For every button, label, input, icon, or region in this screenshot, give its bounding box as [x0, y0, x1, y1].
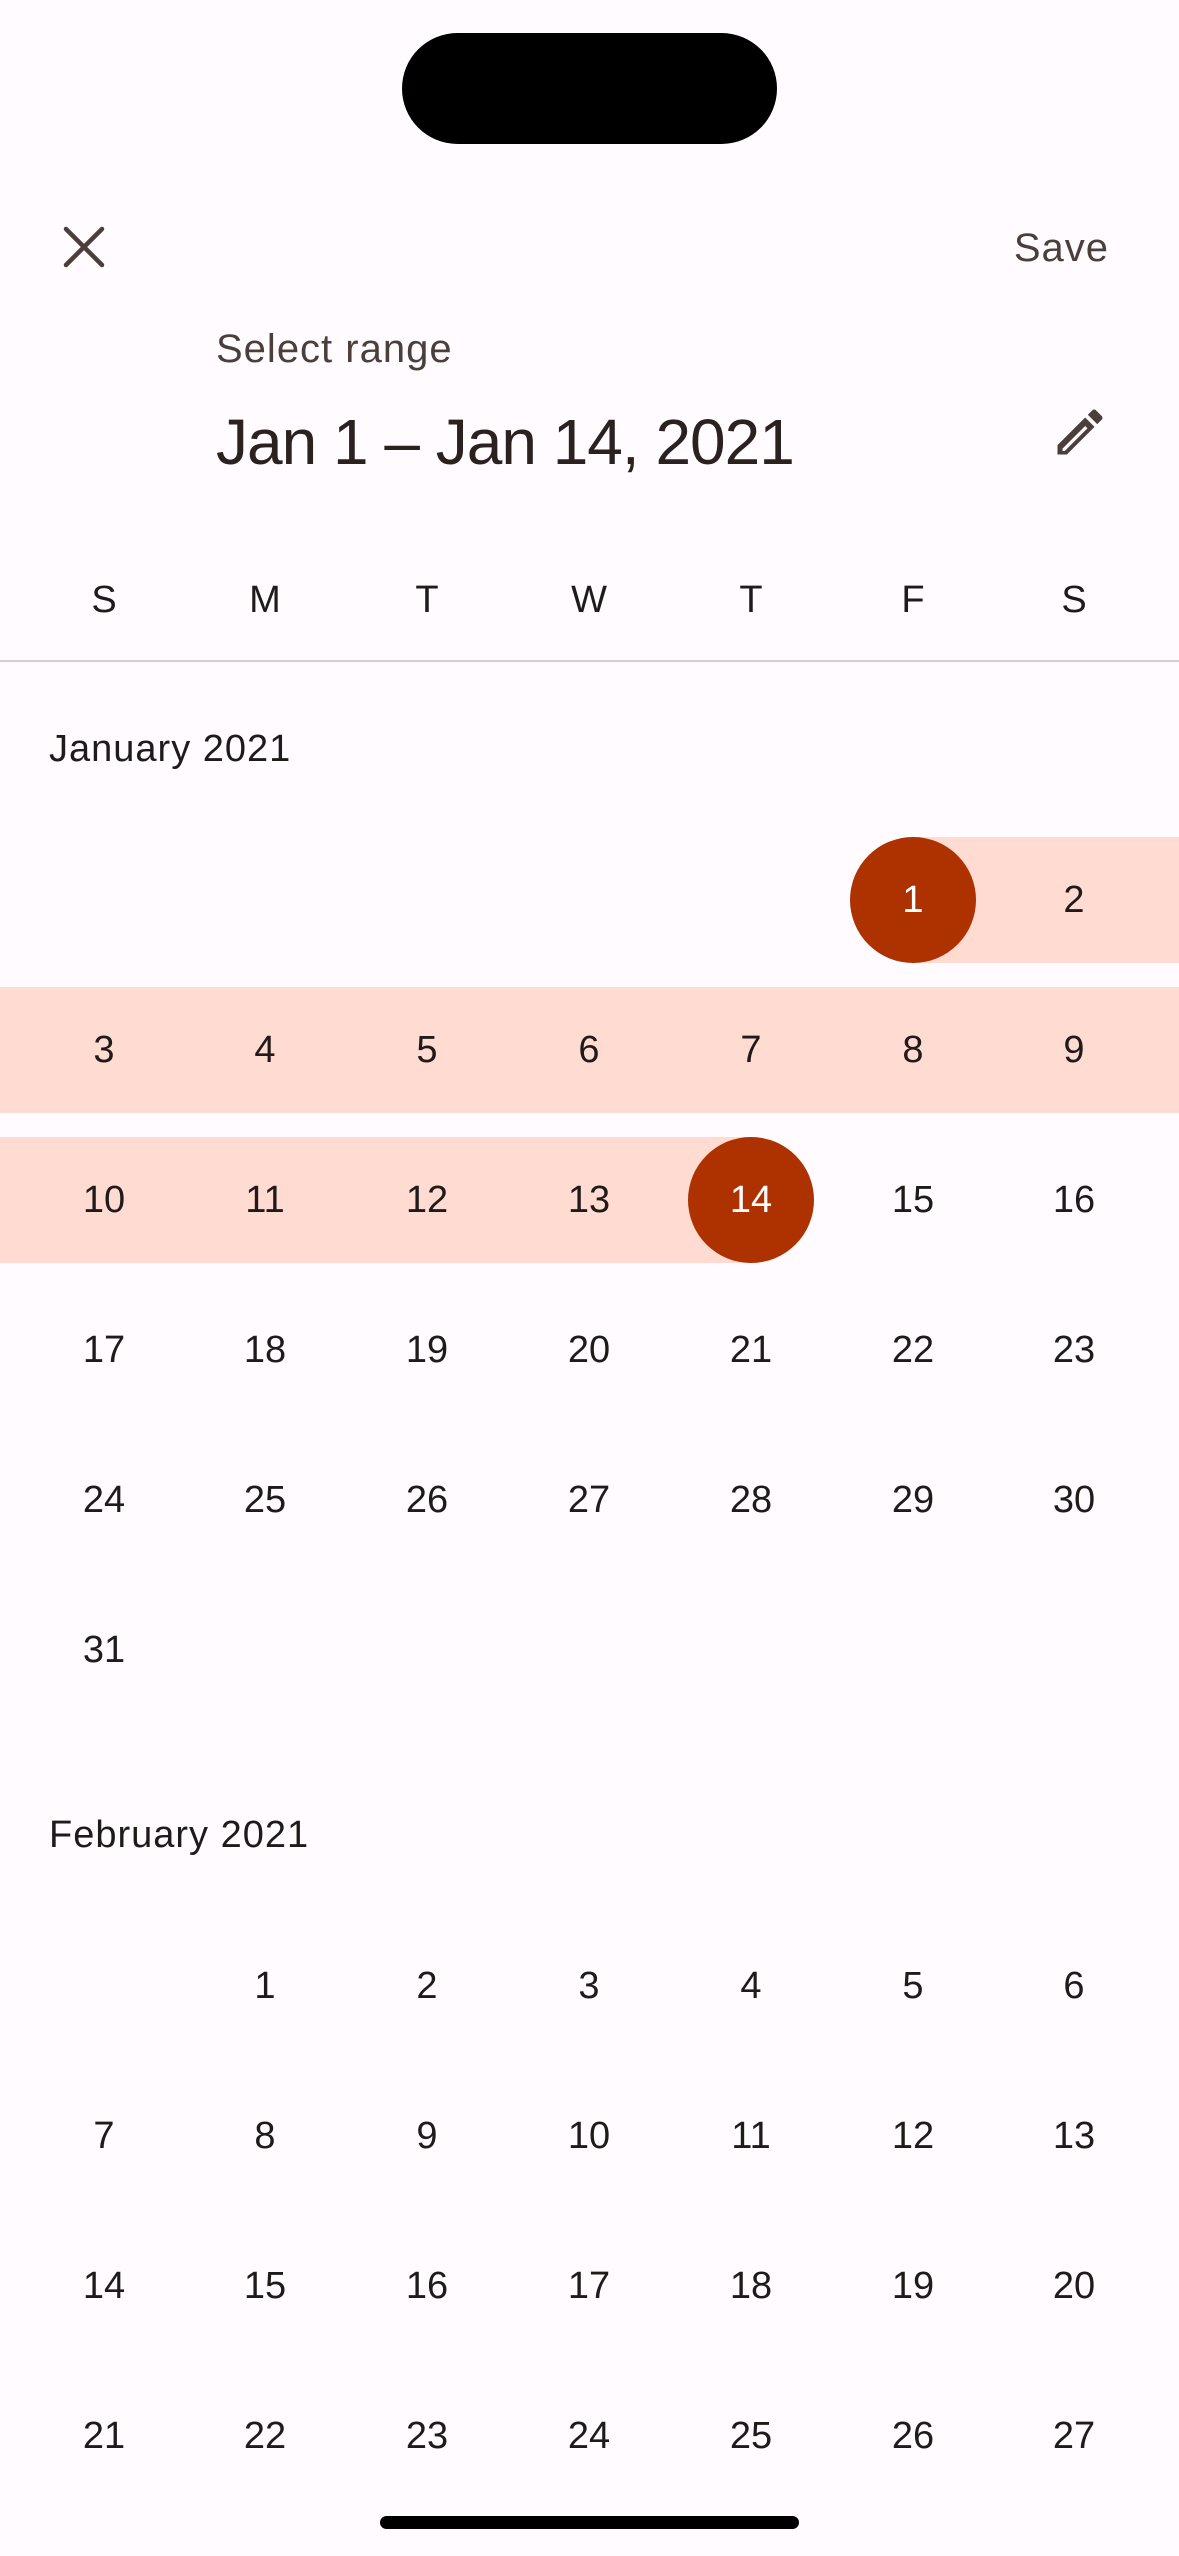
calendar-day[interactable]: 21 — [729, 1329, 773, 1371]
dynamic-island — [402, 33, 777, 144]
calendar-day[interactable]: 8 — [254, 2115, 276, 2157]
calendar-day[interactable]: 30 — [1052, 1479, 1096, 1521]
range-highlight — [0, 1137, 751, 1263]
weekday-saturday: S — [1061, 579, 1087, 621]
calendar-day[interactable]: 28 — [729, 1479, 773, 1521]
calendar-day[interactable]: 4 — [254, 1029, 276, 1071]
calendar-day[interactable]: 4 — [740, 1965, 762, 2007]
range-highlight — [0, 987, 1179, 1113]
calendar-day[interactable]: 22 — [243, 2415, 287, 2457]
calendar-day[interactable]: 8 — [902, 1029, 924, 1071]
calendar-day[interactable]: 21 — [82, 2415, 126, 2457]
calendar-day[interactable]: 11 — [245, 1179, 285, 1221]
calendar-day[interactable]: 9 — [416, 2115, 438, 2157]
calendar-day[interactable]: 18 — [243, 1329, 287, 1371]
calendar-day[interactable]: 26 — [405, 1479, 449, 1521]
calendar-day[interactable]: 10 — [82, 1179, 126, 1221]
calendar-day[interactable]: 5 — [416, 1029, 438, 1071]
calendar-day[interactable]: 17 — [567, 2265, 611, 2307]
header-divider — [0, 660, 1179, 662]
range-end-marker — [688, 1137, 814, 1263]
calendar-day[interactable]: 23 — [405, 2415, 449, 2457]
calendar-day[interactable]: 17 — [82, 1329, 126, 1371]
calendar-day[interactable]: 25 — [243, 1479, 287, 1521]
select-range-label: Select range — [216, 327, 453, 371]
calendar-day[interactable]: 20 — [1052, 2265, 1096, 2307]
calendar-day[interactable]: 6 — [578, 1029, 600, 1071]
calendar-day[interactable]: 10 — [567, 2115, 611, 2157]
calendar-day[interactable]: 24 — [82, 1479, 126, 1521]
calendar-day[interactable]: 15 — [891, 1179, 935, 1221]
calendar-day[interactable]: 11 — [731, 2115, 771, 2157]
calendar-day[interactable]: 15 — [243, 2265, 287, 2307]
month-label: February 2021 — [49, 1814, 310, 1856]
dialog-header: Save Select range Jan 1 – Jan 14, 2021 — [0, 0, 1179, 662]
calendar-day[interactable]: 5 — [902, 1965, 924, 2007]
weekday-thursday: T — [739, 579, 763, 621]
calendar-day[interactable]: 27 — [567, 1479, 611, 1521]
weekday-monday: M — [249, 579, 281, 621]
weekday-tuesday: T — [415, 579, 439, 621]
calendar-day[interactable]: 22 — [891, 1329, 935, 1371]
calendar-day[interactable]: 1 — [254, 1965, 276, 2007]
pencil-icon — [1057, 409, 1103, 455]
weekday-wednesday: W — [571, 579, 607, 621]
calendar-day[interactable]: 13 — [1052, 2115, 1096, 2157]
range-start-marker — [850, 837, 976, 963]
calendar-day[interactable]: 13 — [567, 1179, 611, 1221]
calendar-day[interactable]: 25 — [729, 2415, 773, 2457]
selected-range-title: Jan 1 – Jan 14, 2021 — [216, 406, 795, 478]
calendar-day[interactable]: 3 — [93, 1029, 115, 1071]
calendar-day[interactable]: 7 — [93, 2115, 115, 2157]
calendar-day[interactable]: 31 — [82, 1629, 126, 1671]
calendar-day[interactable]: 14 — [729, 1179, 773, 1221]
edit-button[interactable] — [1040, 392, 1120, 472]
month-label: January 2021 — [49, 728, 292, 770]
calendar-day[interactable]: 19 — [891, 2265, 935, 2307]
calendar-day[interactable]: 29 — [891, 1479, 935, 1521]
calendar-day[interactable]: 26 — [891, 2415, 935, 2457]
calendar-day[interactable]: 12 — [405, 1179, 449, 1221]
calendar-day[interactable]: 12 — [891, 2115, 935, 2157]
close-icon — [63, 226, 105, 268]
calendar-day[interactable]: 3 — [578, 1965, 600, 2007]
calendar-day[interactable]: 18 — [729, 2265, 773, 2307]
calendar-day[interactable]: 9 — [1063, 1029, 1085, 1071]
calendar-day[interactable]: 14 — [82, 2265, 126, 2307]
calendar-day[interactable]: 24 — [567, 2415, 611, 2457]
calendar-day[interactable]: 16 — [1052, 1179, 1096, 1221]
weekday-header-row: S M T W T F S — [0, 570, 1179, 630]
home-indicator — [380, 2516, 799, 2529]
weekday-sunday: S — [91, 579, 117, 621]
calendar-day[interactable]: 16 — [405, 2265, 449, 2307]
calendar-day[interactable]: 2 — [416, 1965, 438, 2007]
save-button[interactable]: Save — [1013, 226, 1109, 270]
weekday-friday: F — [901, 579, 925, 621]
close-button[interactable] — [45, 208, 123, 286]
calendar-day[interactable]: 19 — [405, 1329, 449, 1371]
calendar-day[interactable]: 6 — [1063, 1965, 1085, 2007]
calendar-day[interactable]: 27 — [1052, 2415, 1096, 2457]
calendar-day[interactable]: 2 — [1063, 879, 1085, 921]
calendar-day[interactable]: 1 — [902, 879, 924, 921]
calendar-day[interactable]: 7 — [740, 1029, 762, 1071]
calendar-day[interactable]: 20 — [567, 1329, 611, 1371]
calendar-day[interactable]: 23 — [1052, 1329, 1096, 1371]
